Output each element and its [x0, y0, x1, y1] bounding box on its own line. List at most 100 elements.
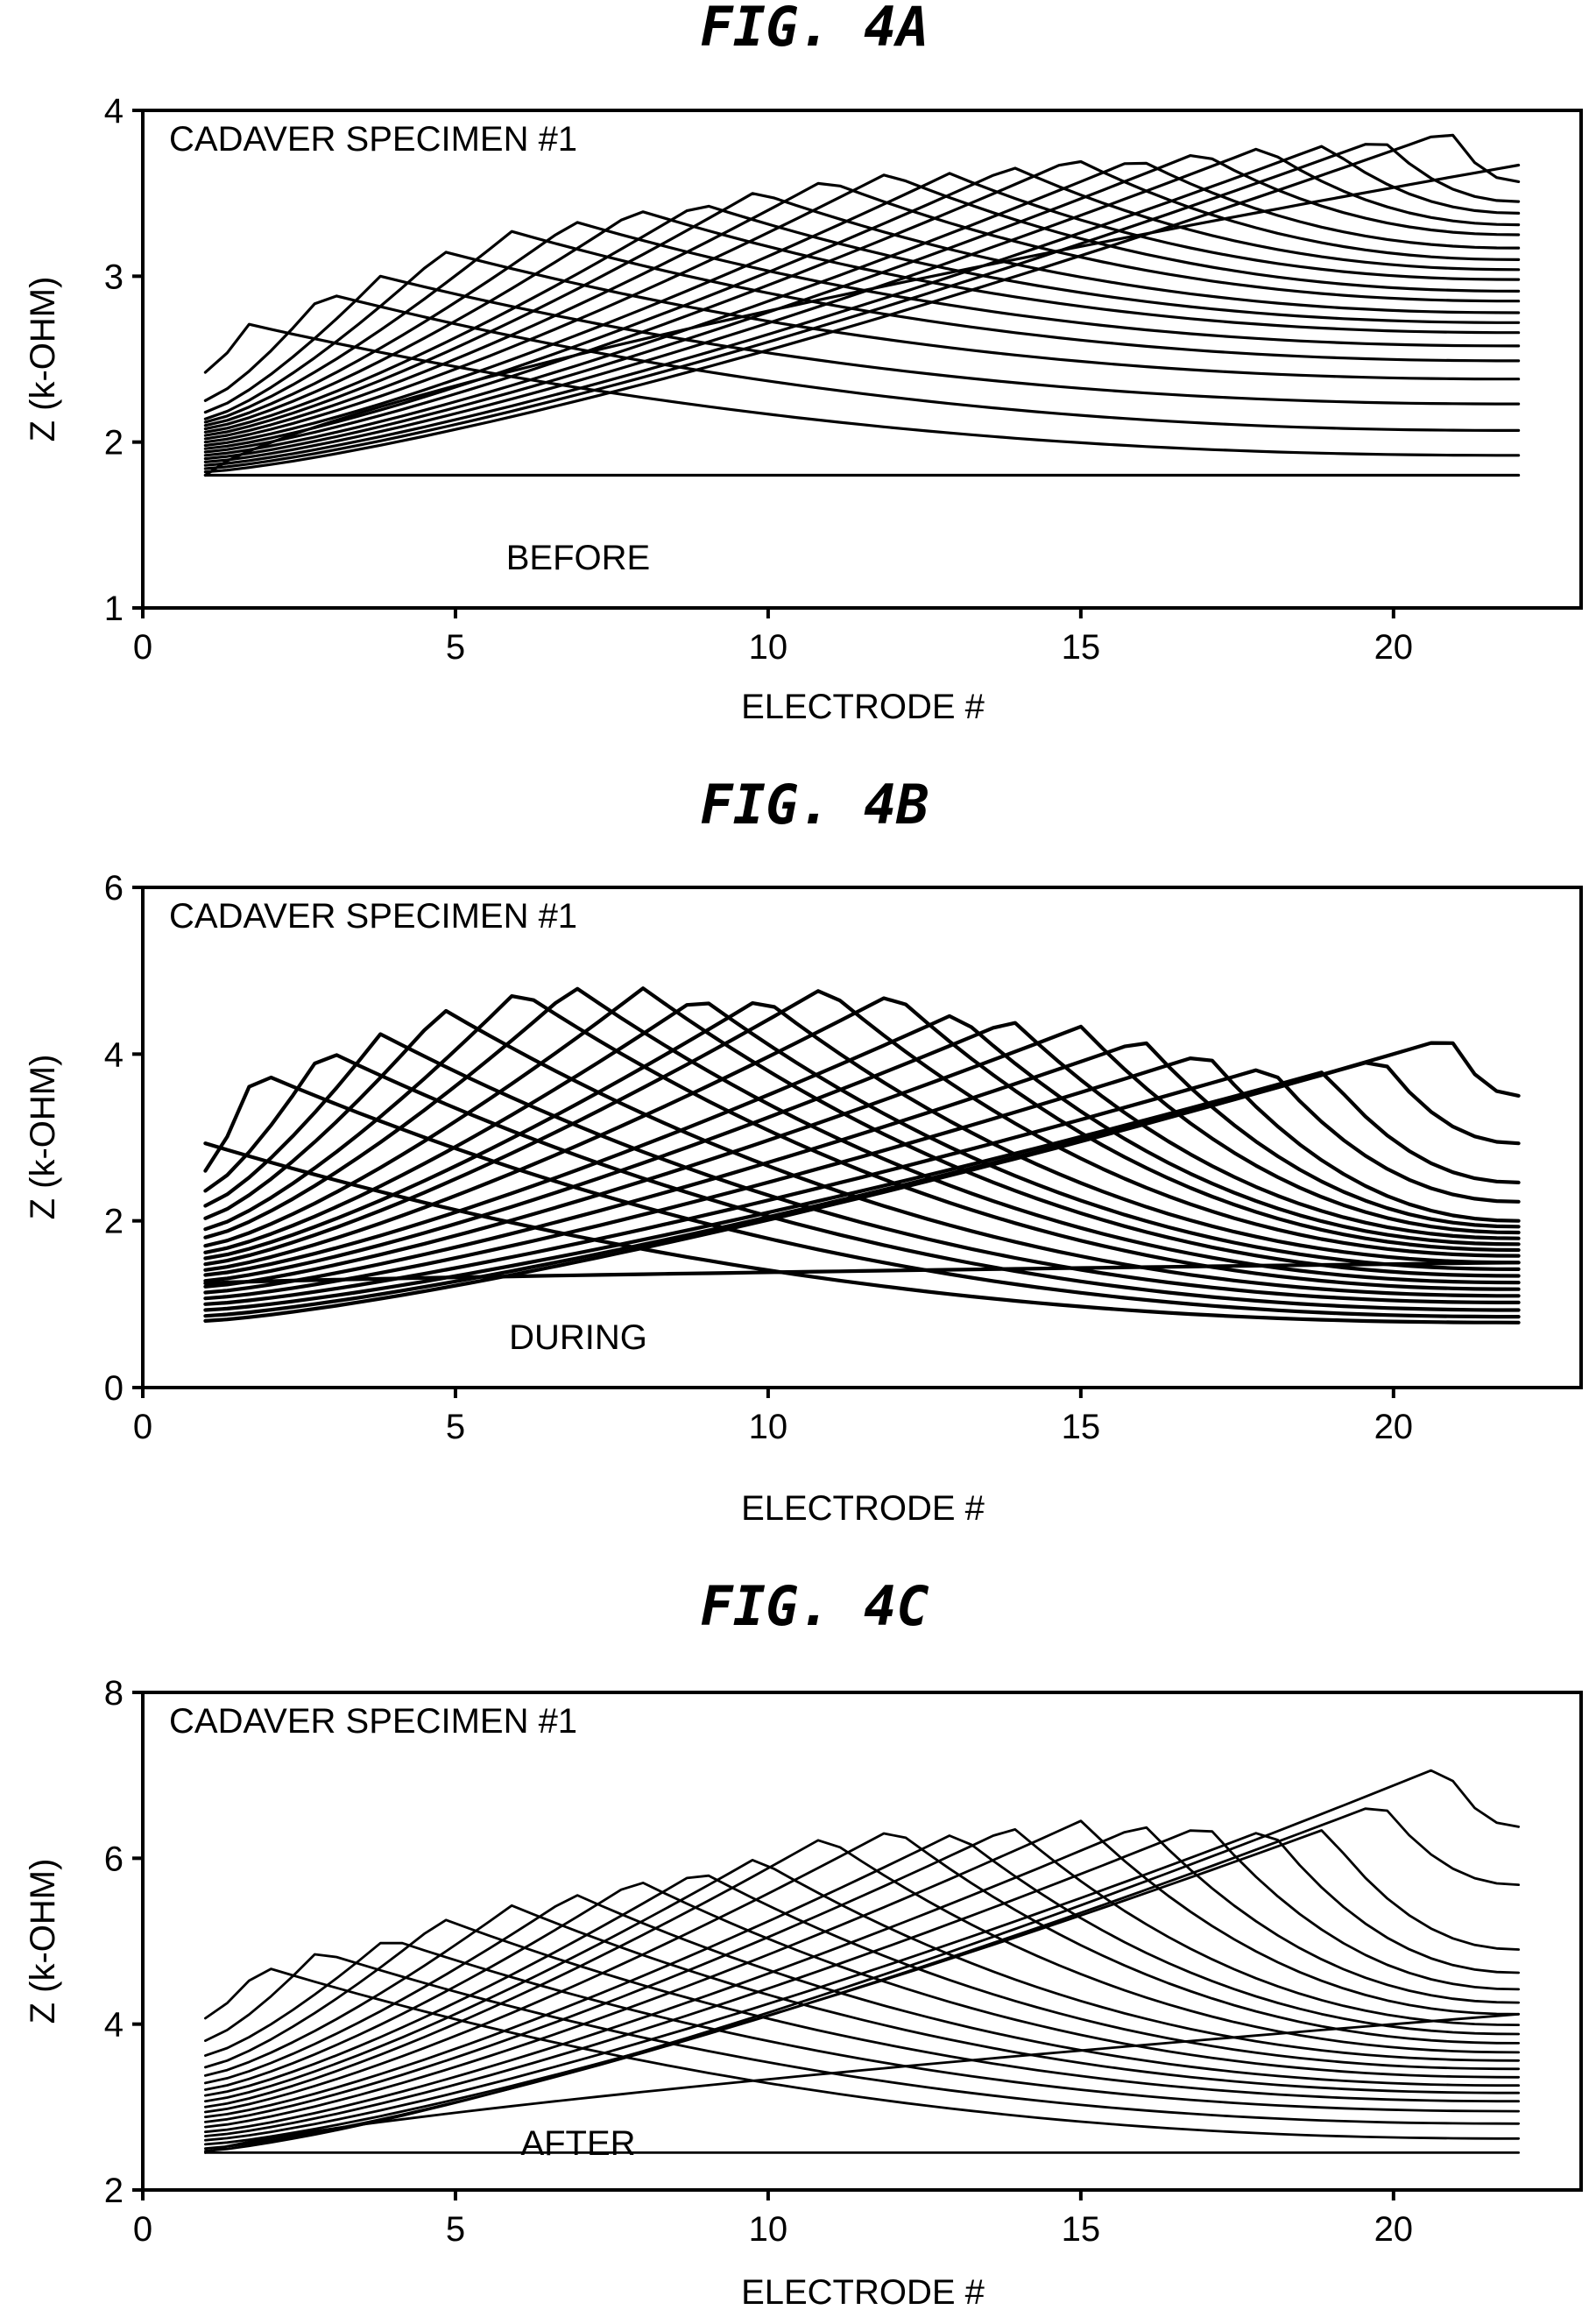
- x-tick-label: 5: [446, 628, 465, 667]
- x-tick-label: 20: [1374, 628, 1414, 667]
- impedance-curve-15: [203, 1024, 1521, 1289]
- impedance-curve-2: [203, 1075, 1521, 1319]
- plot-frame: [141, 109, 1583, 610]
- impedance-curve-21: [203, 1041, 1521, 1324]
- impedance-curve-12: [203, 173, 1521, 444]
- impedance-curve-8: [203, 986, 1521, 1278]
- impedance-curve-17: [203, 154, 1521, 461]
- impedance-curve-4: [203, 1032, 1521, 1305]
- y-tick-label: 4: [104, 2006, 124, 2045]
- impedance-curve-10: [203, 192, 1521, 437]
- y-tick-label: 3: [104, 258, 124, 296]
- y-tick-label: 4: [104, 92, 124, 131]
- impedance-curve-13: [203, 1834, 1520, 2119]
- y-tick-label: 2: [104, 2172, 124, 2210]
- impedance-curve-6: [203, 1904, 1520, 2094]
- x-tick-label: 0: [133, 2210, 152, 2249]
- impedance-curve-17: [203, 1056, 1521, 1301]
- condition-label: DURING: [509, 1318, 647, 1357]
- impedance-curve-22: [203, 163, 1521, 477]
- impedance-curve-5: [203, 251, 1521, 420]
- y-axis-label: Z (k-OHM): [24, 1859, 62, 2024]
- impedance-curve-15: [203, 1819, 1520, 2129]
- impedance-curve-12: [203, 1832, 1520, 2114]
- impedance-curve-4: [203, 1941, 1520, 2113]
- x-axis-label: ELECTRODE #: [741, 1489, 985, 1528]
- impedance-curve-16: [203, 1826, 1520, 2134]
- impedance-curve-7: [203, 1894, 1520, 2087]
- condition-label: BEFORE: [506, 539, 650, 577]
- impedance-curve-17: [203, 1829, 1520, 2137]
- impedance-curve-15: [203, 159, 1521, 454]
- impedance-curve-11: [203, 181, 1521, 441]
- impedance-curve-3: [203, 1053, 1521, 1312]
- x-tick-label: 15: [1062, 2210, 1101, 2249]
- chart-panel-2: FIG. 4B 0 5 10 15 20 0 2 4 6 ELECTRODE # Z (k-OHM) C…: [24, 773, 1583, 1528]
- x-axis-label: ELECTRODE #: [741, 688, 985, 726]
- y-tick-label: 2: [104, 424, 124, 463]
- impedance-curve-13: [203, 172, 1521, 448]
- impedance-curve-9: [203, 1001, 1521, 1272]
- x-tick-label: 15: [1062, 628, 1101, 667]
- x-axis-label: ELECTRODE #: [741, 2273, 985, 2312]
- figure-title: FIG. 4A: [700, 0, 929, 59]
- impedance-curve-11: [203, 989, 1521, 1267]
- x-tick-label: 0: [133, 1408, 152, 1446]
- x-tick-label: 0: [133, 628, 152, 667]
- y-tick-label: 0: [104, 1369, 124, 1408]
- x-tick-label: 10: [749, 1408, 788, 1446]
- chart-panel-1: FIG. 4A 0 5 10 15 20 1 2 3 4 ELECTRODE # Z (k-OHM) C…: [24, 0, 1583, 726]
- impedance-curve-10: [203, 1000, 1521, 1265]
- figure-title: FIG. 4B: [700, 773, 929, 837]
- impedance-curve-9: [203, 1874, 1520, 2097]
- impedance-curve-20: [203, 143, 1521, 470]
- impedance-curve-16: [203, 1041, 1521, 1295]
- specimen-annotation: CADAVER SPECIMEN #1: [169, 120, 577, 159]
- impedance-curve-22: [203, 1261, 1521, 1286]
- x-tick-label: 10: [749, 628, 788, 667]
- specimen-annotation: CADAVER SPECIMEN #1: [169, 1702, 577, 1741]
- x-tick-label: 5: [446, 2210, 465, 2249]
- specimen-annotation: CADAVER SPECIMEN #1: [169, 897, 577, 936]
- impedance-curve-3: [203, 1953, 1520, 2125]
- figure-title: FIG. 4C: [700, 1574, 929, 1638]
- impedance-curve-2: [203, 1967, 1520, 2140]
- impedance-curve-14: [203, 1021, 1521, 1283]
- impedance-curve-21: [203, 1769, 1520, 2152]
- impedance-curve-4: [203, 274, 1521, 414]
- impedance-curve-5: [203, 1918, 1520, 2103]
- impedance-curve-11: [203, 1839, 1520, 2109]
- impedance-curve-16: [203, 161, 1521, 457]
- y-tick-label: 8: [104, 1674, 124, 1713]
- impedance-curve-19: [203, 145, 1521, 467]
- x-tick-label: 15: [1062, 1408, 1101, 1446]
- impedance-curve-21: [203, 133, 1521, 474]
- impedance-curve-13: [203, 1014, 1521, 1277]
- impedance-curve-18: [203, 1068, 1521, 1306]
- y-axis-label: Z (k-OHM): [24, 1055, 62, 1220]
- impedance-curve-14: [203, 1827, 1520, 2123]
- impedance-curve-6: [203, 993, 1521, 1291]
- chart-panel-3: FIG. 4C 0 5 10 15 20 2 4 6 8 ELECTRODE # Z (k-OHM) C…: [24, 1574, 1583, 2312]
- impedance-curve-6: [203, 230, 1521, 424]
- impedance-curve-1: [203, 1141, 1521, 1324]
- y-tick-label: 6: [104, 869, 124, 908]
- x-tick-label: 5: [446, 1408, 465, 1446]
- plot-frame: [141, 886, 1583, 1389]
- x-tick-label: 20: [1374, 1408, 1414, 1446]
- x-tick-label: 10: [749, 2210, 788, 2249]
- plot-frame: [141, 1691, 1583, 2192]
- x-tick-label: 20: [1374, 2210, 1414, 2249]
- y-tick-label: 1: [104, 590, 124, 628]
- y-tick-label: 4: [104, 1035, 124, 1074]
- impedance-curve-22: [203, 2012, 1520, 2154]
- condition-label: AFTER: [520, 2124, 635, 2163]
- impedance-curve-14: [203, 166, 1521, 450]
- impedance-curve-7: [203, 986, 1521, 1285]
- impedance-curve-18: [203, 1832, 1520, 2142]
- y-tick-label: 6: [104, 1840, 124, 1878]
- impedance-curve-3: [203, 294, 1521, 432]
- y-axis-label: Z (k-OHM): [24, 277, 62, 442]
- impedance-curve-19: [203, 1070, 1521, 1312]
